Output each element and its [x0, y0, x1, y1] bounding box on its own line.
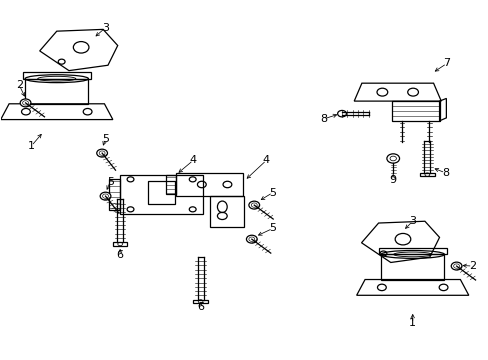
Text: 1: 1 — [28, 141, 35, 151]
Text: 5: 5 — [107, 177, 114, 187]
Text: 6: 6 — [197, 302, 203, 312]
Text: 7: 7 — [443, 58, 449, 68]
Text: 5: 5 — [102, 134, 109, 144]
Bar — [176, 173, 243, 196]
Bar — [419, 173, 434, 176]
Text: 4: 4 — [189, 155, 197, 165]
Bar — [109, 179, 120, 210]
Text: 5: 5 — [269, 224, 276, 233]
Circle shape — [100, 192, 111, 200]
Text: 2: 2 — [468, 261, 475, 271]
Bar — [22, 72, 91, 79]
Text: 8: 8 — [319, 114, 326, 124]
Bar — [378, 248, 446, 255]
Text: 2: 2 — [16, 80, 23, 90]
Circle shape — [20, 99, 31, 107]
Text: 8: 8 — [441, 168, 448, 178]
Text: 9: 9 — [389, 175, 396, 185]
Bar — [166, 175, 176, 194]
Bar — [148, 181, 175, 204]
Circle shape — [246, 235, 257, 243]
Text: 5: 5 — [269, 188, 276, 198]
Circle shape — [450, 262, 461, 270]
Text: 1: 1 — [408, 319, 415, 328]
Bar — [380, 255, 444, 279]
Text: 6: 6 — [117, 250, 123, 260]
Text: 3: 3 — [102, 23, 109, 33]
Bar — [193, 300, 207, 303]
Circle shape — [248, 201, 259, 209]
Circle shape — [97, 149, 107, 157]
Text: 4: 4 — [263, 155, 269, 165]
Bar — [113, 242, 127, 246]
Bar — [120, 175, 203, 214]
Bar — [210, 196, 244, 226]
Text: 3: 3 — [408, 216, 415, 226]
Bar — [25, 79, 88, 104]
